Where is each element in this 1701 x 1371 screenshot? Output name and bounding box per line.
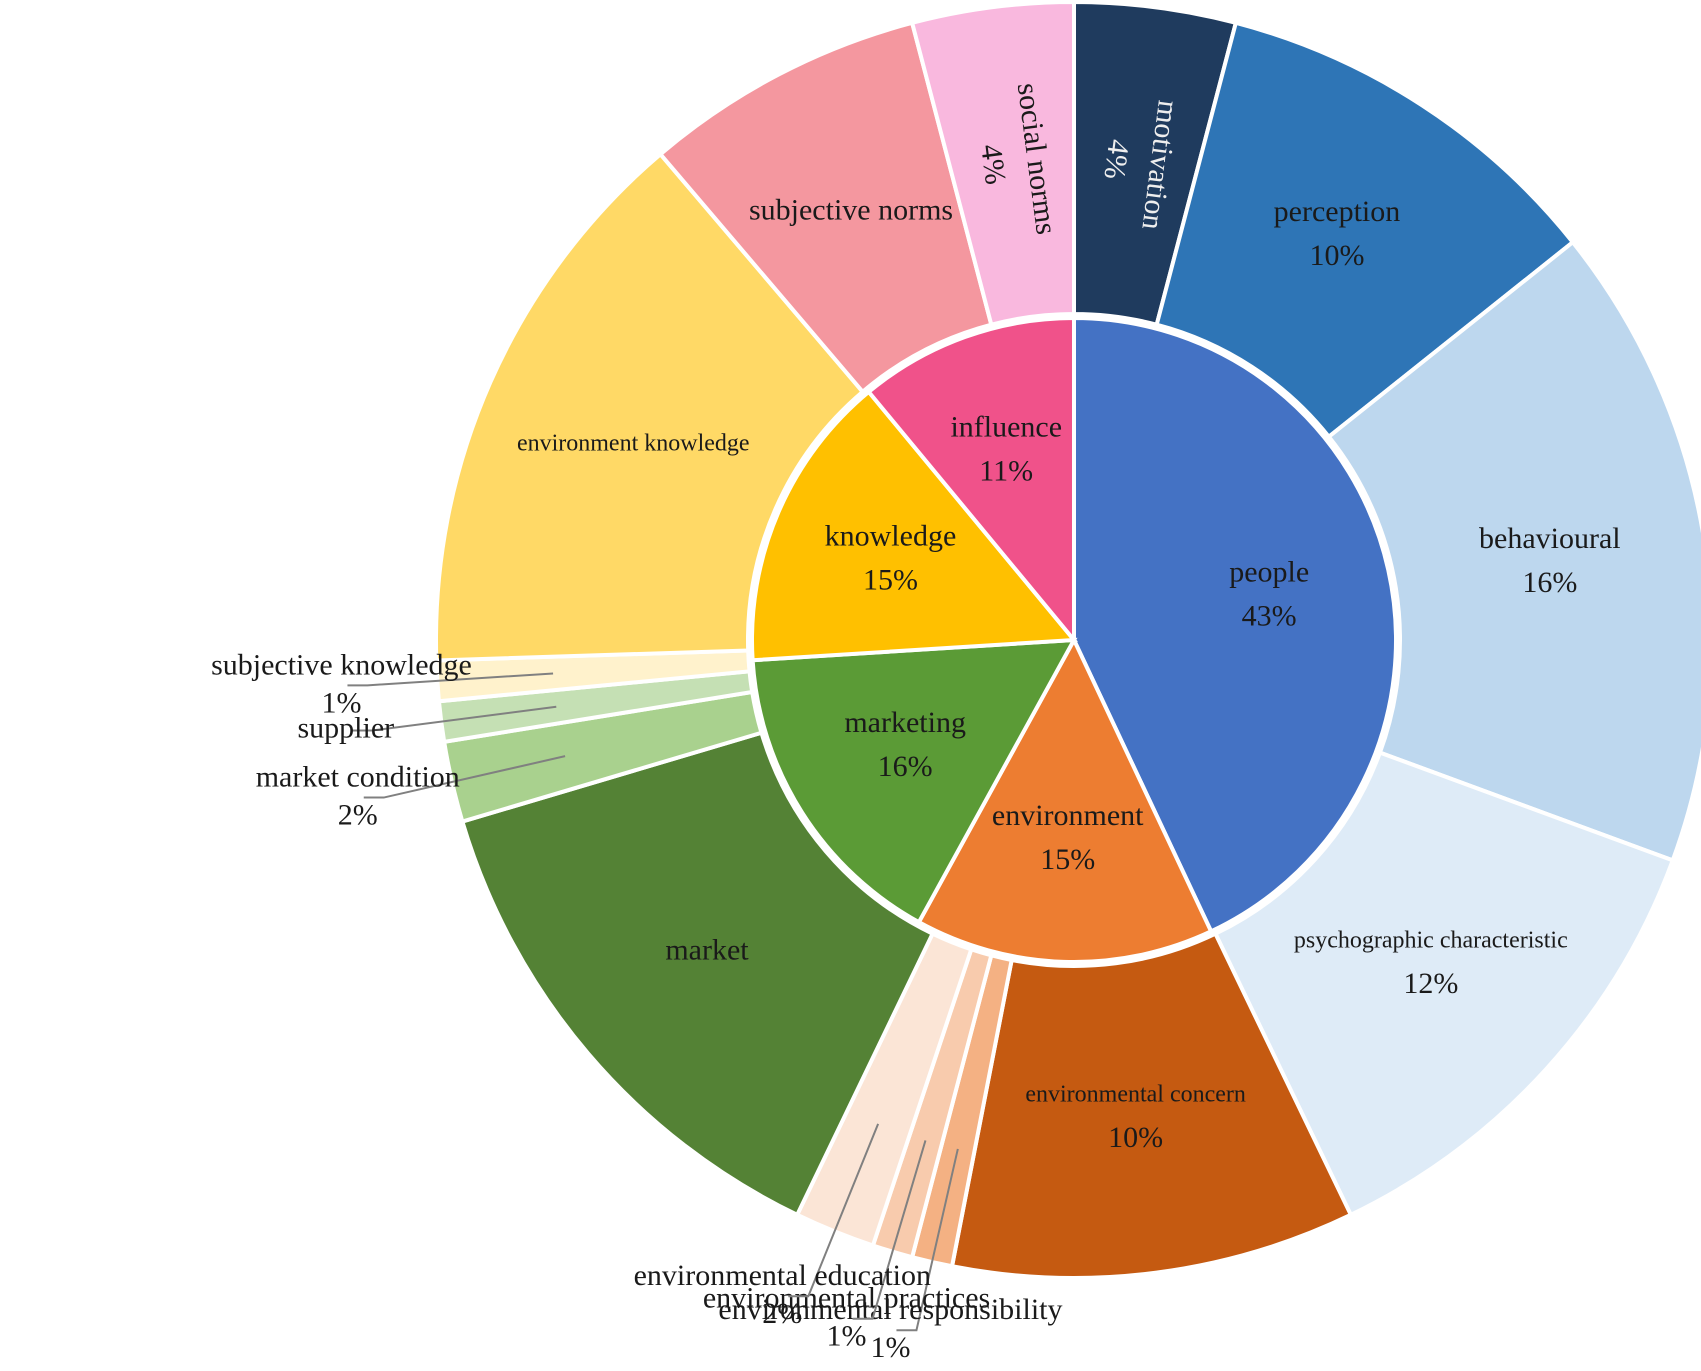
category-label: people [1229, 555, 1309, 588]
sunburst-slice [916, 635, 1214, 964]
sunburst-slice [1154, 20, 1576, 440]
category-label: knowledge [825, 519, 957, 552]
value-label: 16% [1522, 566, 1577, 599]
value-label: 1% [870, 1331, 910, 1364]
leader-line [347, 672, 554, 687]
category-label: environmental practices [703, 1282, 990, 1315]
slice-label: environment 15% [992, 799, 1144, 876]
slice-label: people 43% [1229, 555, 1309, 632]
slice-label: environmental concern 10% [1025, 1082, 1246, 1154]
category-label: subjective knowledge [211, 648, 472, 681]
category-label: subjective norms [749, 194, 953, 227]
category-label: environment [992, 799, 1144, 832]
slice-label: psychographic characteristic 12% [1294, 928, 1568, 1000]
leader-line [363, 755, 566, 799]
sunburst-slice [1072, 315, 1398, 935]
sunburst-slice [865, 315, 1076, 646]
sunburst-slice [434, 151, 866, 663]
value-label: 15% [863, 563, 918, 596]
category-label: market [665, 933, 749, 966]
category-label: environmental education [634, 1259, 931, 1292]
value-label: 16% [878, 750, 933, 783]
value-label: 15% [1040, 843, 1095, 876]
value-label: 12% [1403, 967, 1458, 1000]
value-label: 4% [1097, 138, 1135, 182]
sunburst-slice [909, 0, 1076, 328]
value-label: 2% [338, 798, 378, 831]
category-label: influence [950, 411, 1062, 444]
value-label: 43% [1242, 599, 1297, 632]
category-label: environmental concern [1025, 1082, 1246, 1108]
sunburst-slice [949, 931, 1354, 1280]
sunburst-slice [459, 730, 936, 1218]
slice-label: perception 10% [1274, 195, 1401, 272]
category-label: marketing [844, 706, 966, 739]
category-label: behavioural [1479, 522, 1621, 555]
sunburst-slice [1326, 239, 1701, 863]
slice-label: marketing 16% [844, 706, 966, 783]
category-label: environmental responsibility [718, 1293, 1062, 1326]
leader-line [896, 1148, 959, 1332]
value-label: 4% [974, 142, 1012, 186]
slice-label: behavioural 16% [1479, 522, 1621, 599]
leader-line [788, 1123, 880, 1298]
slice-label: influence 11% [950, 411, 1062, 488]
slice-label: knowledge 15% [825, 519, 957, 596]
slice-label: market [665, 933, 749, 966]
category-label: environment knowledge [517, 430, 750, 456]
value-label: 1% [321, 686, 361, 719]
category-label: psychographic characteristic [1294, 928, 1568, 954]
leader-line [852, 1140, 927, 1320]
category-label: perception [1274, 195, 1401, 228]
value-label: 2% [762, 1297, 802, 1330]
leader-line [351, 705, 557, 732]
value-label: 11% [979, 455, 1033, 488]
slice-label: subjective norms [749, 194, 953, 227]
value-label: 10% [1108, 1121, 1163, 1154]
sunburst-slice [750, 637, 1078, 925]
sunburst-slice [1212, 750, 1676, 1218]
slice-label: environment knowledge [517, 430, 750, 456]
value-label: 1% [827, 1320, 867, 1353]
category-label: supplier [297, 711, 394, 744]
category-label: market condition [256, 760, 460, 793]
value-label: 10% [1309, 239, 1364, 272]
sunburst-slice [750, 389, 1079, 663]
